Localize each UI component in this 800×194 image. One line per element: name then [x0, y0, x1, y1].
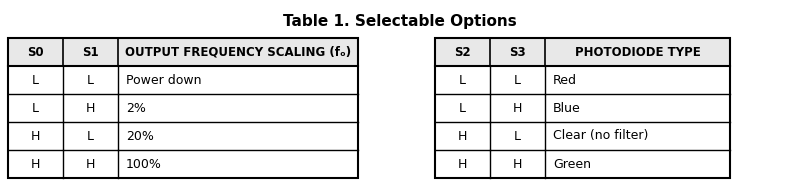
Text: Clear (no filter): Clear (no filter) [553, 130, 648, 143]
Text: H: H [86, 101, 95, 114]
Bar [435, 38, 730, 66]
Text: L: L [459, 101, 466, 114]
Text: H: H [458, 158, 467, 171]
Text: Power down: Power down [126, 74, 202, 87]
Text: OUTPUT FREQUENCY SCALING (fₒ): OUTPUT FREQUENCY SCALING (fₒ) [125, 46, 351, 59]
Text: Table 1. Selectable Options: Table 1. Selectable Options [283, 14, 517, 29]
Text: H: H [458, 130, 467, 143]
Text: H: H [86, 158, 95, 171]
Text: H: H [513, 101, 522, 114]
Text: Red: Red [553, 74, 577, 87]
Text: H: H [31, 130, 40, 143]
Text: 20%: 20% [126, 130, 154, 143]
Text: L: L [459, 74, 466, 87]
Text: 2%: 2% [126, 101, 146, 114]
Text: S1: S1 [82, 46, 99, 59]
Bar [435, 38, 730, 178]
Text: 100%: 100% [126, 158, 162, 171]
Text: L: L [514, 130, 521, 143]
Text: L: L [32, 101, 39, 114]
Text: L: L [32, 74, 39, 87]
Text: S0: S0 [27, 46, 44, 59]
Bar [8, 38, 358, 66]
Text: L: L [87, 74, 94, 87]
Text: L: L [514, 74, 521, 87]
Text: S3: S3 [509, 46, 526, 59]
Text: PHOTODIODE TYPE: PHOTODIODE TYPE [574, 46, 700, 59]
Text: H: H [513, 158, 522, 171]
Text: Green: Green [553, 158, 591, 171]
Text: H: H [31, 158, 40, 171]
Text: Blue: Blue [553, 101, 581, 114]
Text: L: L [87, 130, 94, 143]
Text: S2: S2 [454, 46, 471, 59]
Bar [8, 38, 358, 178]
